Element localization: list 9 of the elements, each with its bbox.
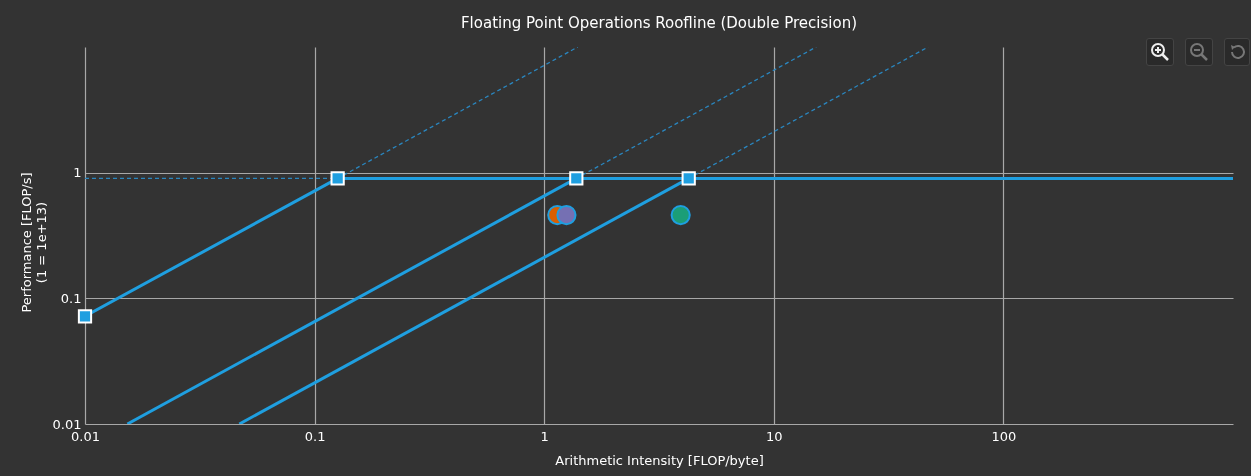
y-tick-label: 1 xyxy=(73,165,82,181)
x-tick-label: 100 xyxy=(991,428,1017,444)
y-tick-label: 0.1 xyxy=(60,290,82,306)
chart-title: Floating Point Operations Roofline (Double Precision) xyxy=(460,14,858,32)
x-tick-label: 0.1 xyxy=(304,428,326,444)
x-tick-label: 10 xyxy=(766,428,783,444)
y-axis-title: Performance [FLOP/s] (1 = 1e+13) xyxy=(18,172,49,313)
x-tick-label: 1 xyxy=(540,428,549,444)
x-axis-title: Arithmetic Intensity [FLOP/byte] xyxy=(555,452,764,468)
